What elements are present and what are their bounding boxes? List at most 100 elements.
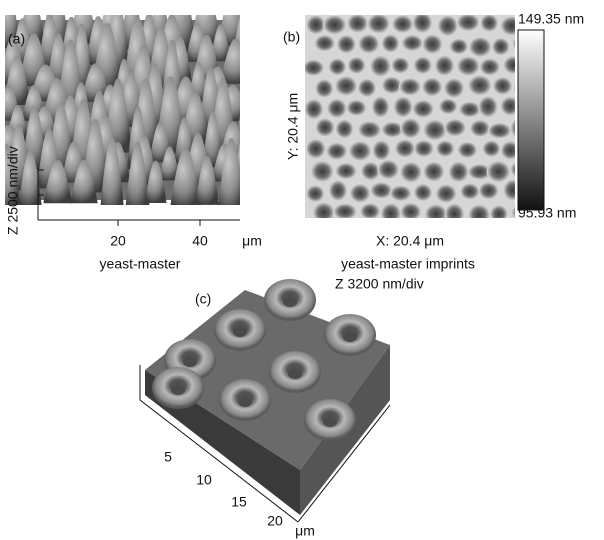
cell (400, 203, 421, 221)
cell (478, 96, 498, 118)
cell (500, 141, 520, 160)
panel-label: (c) (195, 291, 211, 307)
cell (333, 203, 357, 219)
cell (323, 15, 347, 35)
afm-surface-a (0, 0, 265, 213)
cell (422, 77, 443, 96)
panel-label: (a) (8, 31, 25, 47)
cell (414, 140, 434, 158)
cell (401, 35, 423, 52)
cell (468, 204, 490, 226)
ring-hole (323, 417, 337, 427)
cell (315, 79, 334, 98)
colorbar (518, 30, 544, 210)
cell (435, 184, 456, 203)
cell (459, 101, 481, 117)
cell (360, 203, 381, 220)
ring-hole (238, 397, 252, 407)
cell (437, 15, 458, 36)
cell (490, 205, 508, 223)
cell (361, 162, 380, 181)
cell (482, 140, 500, 157)
cell (346, 100, 366, 117)
cell (423, 119, 447, 140)
cell (381, 34, 399, 53)
x-unit: μm (242, 233, 262, 249)
cell (326, 142, 347, 160)
cell (306, 139, 326, 159)
cell (315, 118, 335, 137)
cell (457, 142, 477, 159)
cell (435, 55, 455, 76)
x-unit: μm (295, 523, 315, 539)
cell (372, 140, 390, 161)
cell (460, 183, 480, 200)
cell (370, 182, 392, 199)
cell (445, 203, 465, 225)
x-tick-label: 20 (110, 233, 126, 249)
cell (313, 202, 335, 223)
cell (303, 59, 325, 76)
cell (480, 14, 498, 32)
cell (392, 15, 414, 33)
x-tick-label: 10 (196, 472, 212, 488)
cell (436, 140, 455, 157)
cell (457, 56, 480, 76)
z-scale: Z 2500 nm/div (5, 146, 21, 235)
ring-hole (343, 332, 357, 342)
cell (328, 58, 346, 75)
cell (311, 161, 334, 183)
cell (367, 13, 390, 33)
cell (393, 96, 412, 118)
colorbar-min: 95.93 nm (518, 205, 576, 221)
cell (500, 96, 519, 115)
cell (335, 76, 358, 96)
cell (347, 57, 365, 75)
cell (444, 119, 466, 137)
cell (423, 161, 444, 182)
cell (350, 184, 371, 203)
cell (399, 78, 421, 96)
cell (382, 76, 402, 94)
cell (439, 98, 458, 114)
cell (372, 96, 390, 118)
cell (400, 118, 421, 139)
cell (358, 121, 382, 139)
caption: yeast-master imprints (341, 256, 475, 272)
cell (425, 204, 448, 224)
cell (347, 14, 368, 33)
cell (381, 122, 403, 138)
cell (487, 161, 511, 183)
x-tick-label: 15 (231, 494, 247, 510)
x-tick-label: 5 (164, 449, 172, 465)
cell (413, 56, 432, 74)
figure: (a) Z 2500 nm/div 20 40 μm yeast-master … (0, 0, 604, 540)
ring-hole (171, 385, 185, 395)
ring-hole (183, 357, 197, 367)
cell (457, 13, 480, 31)
cell (304, 99, 323, 120)
cell (329, 180, 348, 201)
cell (422, 34, 443, 54)
cell (448, 161, 468, 182)
cell (444, 78, 465, 98)
x-tick-label: 40 (192, 233, 208, 249)
cell (395, 139, 416, 158)
ring-hole (288, 369, 302, 379)
cell (306, 185, 325, 202)
cell (469, 37, 492, 58)
cell (381, 203, 402, 225)
panel-label: (b) (283, 29, 300, 45)
cell (377, 160, 399, 180)
cell (390, 185, 412, 201)
peak (238, 41, 260, 112)
cell (412, 100, 434, 118)
cell (391, 57, 409, 74)
caption: yeast-master (100, 256, 181, 272)
cell (327, 98, 347, 118)
cell (337, 35, 356, 54)
x-size: X: 20.4 μm (376, 233, 444, 249)
cell (335, 119, 353, 138)
cell (470, 120, 490, 137)
cell (492, 38, 510, 56)
